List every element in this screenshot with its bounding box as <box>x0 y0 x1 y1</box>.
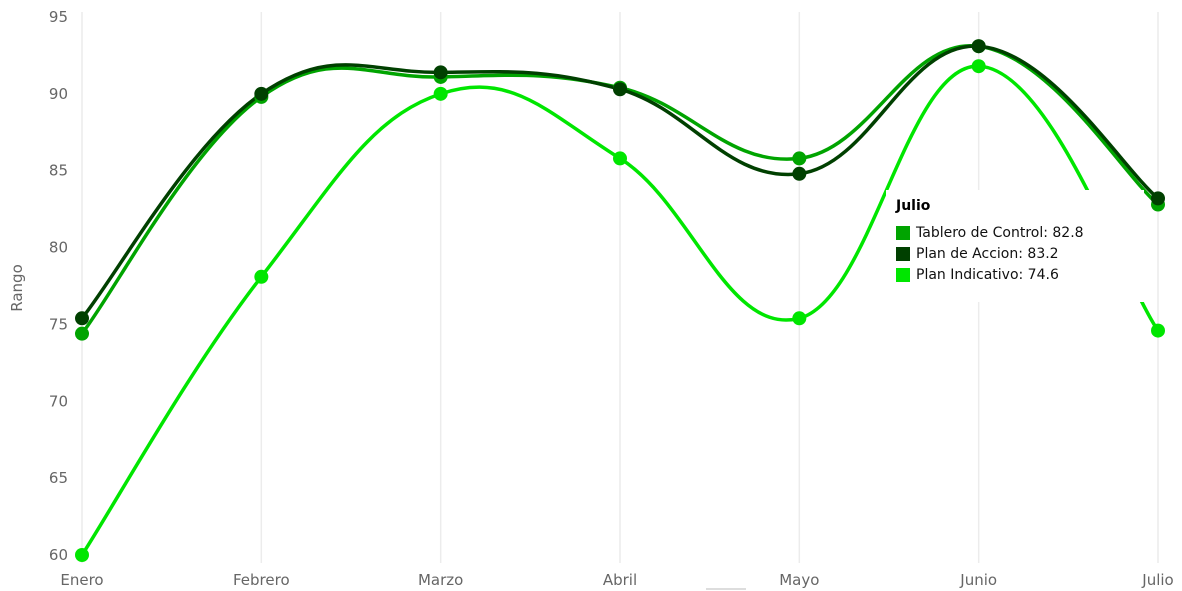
data-point-plan-de-accion-julio[interactable] <box>1151 191 1165 206</box>
x-tick-label-abril: Abril <box>603 571 637 589</box>
data-point-plan-de-accion-abril[interactable] <box>613 82 627 97</box>
tooltip-swatch-plan-indicativo <box>896 267 910 282</box>
y-axis-title: Rango <box>8 264 26 312</box>
x-tick-label-mayo: Mayo <box>779 571 819 589</box>
series-points[interactable] <box>75 39 1165 562</box>
x-tick-label-febrero: Febrero <box>233 571 290 589</box>
tooltip-row-plan-accion: Plan de Accion: 83.2 <box>896 243 1134 264</box>
x-tick-label-marzo: Marzo <box>418 571 463 589</box>
y-tick-label: 80 <box>49 239 68 257</box>
y-tick-label: 60 <box>49 546 68 564</box>
y-tick-label: 65 <box>49 469 68 487</box>
y-axis-ticks: 60 65 70 75 80 85 90 95 <box>49 8 68 564</box>
data-point-plan-de-accion-febrero[interactable] <box>254 86 269 101</box>
tooltip-text-plan-accion: Plan de Accion: 83.2 <box>916 245 1059 262</box>
data-point-plan-indicativo-mayo[interactable] <box>792 311 807 326</box>
y-tick-label: 85 <box>49 162 68 180</box>
tooltip-title: Julio <box>896 198 931 214</box>
data-point-plan-indicativo-abril[interactable] <box>613 151 627 166</box>
tooltip-swatch-plan-accion <box>896 246 910 261</box>
y-tick-label: 90 <box>49 85 68 103</box>
tooltip: Julio Tablero de Control: 82.8 Plan de A… <box>886 190 1144 302</box>
tooltip-row-tablero: Tablero de Control: 82.8 <box>896 222 1134 243</box>
legend-placeholder-bar <box>706 588 746 590</box>
y-tick-label: 95 <box>49 8 68 26</box>
tooltip-text-tablero: Tablero de Control: 82.8 <box>916 224 1084 241</box>
data-point-plan-indicativo-junio[interactable] <box>971 59 986 74</box>
y-tick-label: 70 <box>49 392 68 410</box>
x-axis-ticks: Enero Febrero Marzo Abril Mayo Junio Julio <box>60 571 1173 589</box>
y-tick-label: 75 <box>49 315 68 333</box>
x-tick-label-julio: Julio <box>1141 571 1173 589</box>
data-point-plan-de-accion-marzo[interactable] <box>433 65 448 80</box>
x-tick-label-enero: Enero <box>60 571 103 589</box>
data-point-plan-indicativo-enero[interactable] <box>75 548 89 562</box>
data-point-tablero-de-control-enero[interactable] <box>75 326 89 341</box>
data-point-plan-indicativo-julio[interactable] <box>1151 323 1165 338</box>
data-point-plan-de-accion-junio[interactable] <box>971 39 986 54</box>
data-point-plan-de-accion-mayo[interactable] <box>792 166 807 181</box>
tooltip-swatch-tablero <box>896 225 910 240</box>
data-point-plan-indicativo-marzo[interactable] <box>433 86 448 101</box>
data-point-plan-de-accion-enero[interactable] <box>75 311 89 326</box>
data-point-tablero-de-control-mayo[interactable] <box>792 151 807 166</box>
tooltip-row-plan-indicativo: Plan Indicativo: 74.6 <box>896 264 1134 285</box>
x-tick-label-junio: Junio <box>959 571 997 589</box>
data-point-plan-indicativo-febrero[interactable] <box>254 269 269 284</box>
tooltip-text-plan-indicativo: Plan Indicativo: 74.6 <box>916 266 1059 283</box>
